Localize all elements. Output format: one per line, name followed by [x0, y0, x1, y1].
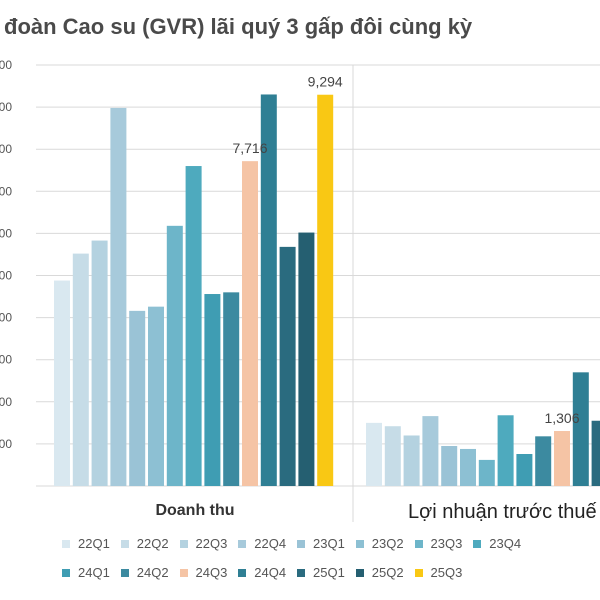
y-tick-label: 000 [0, 395, 12, 409]
legend-item-22q4: 22Q4 [238, 536, 297, 551]
y-tick-label: 000 [0, 353, 12, 367]
bar-doanh-thu-22q1 [54, 280, 70, 486]
bars [54, 94, 600, 487]
bar-loi-nhuan-24q1 [516, 454, 533, 486]
bar-doanh-thu-23q2 [148, 306, 164, 486]
y-tick-label: 000 [0, 311, 12, 325]
bar-loi-nhuan-23q2 [460, 448, 476, 486]
legend-item-22q3: 22Q3 [179, 536, 239, 551]
bar-loi-nhuan-24q2 [535, 436, 552, 486]
legend-label: 24Q2 [136, 565, 169, 580]
legend-swatch [297, 568, 305, 577]
data-label-24q3: 1,306 [544, 410, 579, 426]
y-tick-label: 000 [0, 269, 12, 283]
data-label-25q3: 9,294 [308, 74, 343, 90]
y-axis-ticks: 000 000 000 000 000 000 000 000 000 000 [0, 58, 12, 451]
bar-doanh-thu-25q2 [298, 232, 315, 486]
legend-item-25q2: 25Q2 [355, 565, 415, 580]
bar-doanh-thu-25q1 [279, 246, 296, 486]
legend-label: 24Q4 [254, 565, 287, 580]
legend-item-24q1: 24Q1 [62, 565, 121, 580]
legend-label: 24Q3 [195, 565, 228, 580]
bar-doanh-thu-22q2 [72, 253, 89, 486]
legend-swatch [355, 539, 364, 548]
bar-doanh-thu-22q3 [91, 240, 108, 486]
bar-doanh-thu-23q4 [185, 166, 202, 487]
legend-item-24q2: 24Q2 [120, 565, 180, 580]
legend-item-23q2: 23Q2 [355, 536, 415, 551]
bar-loi-nhuan-23q4 [497, 415, 514, 486]
y-tick-label: 000 [0, 226, 12, 240]
data-labels: 7,716 9,294 1,306 [232, 74, 579, 426]
bar-doanh-thu-22q4 [110, 107, 127, 486]
legend-swatch [414, 568, 423, 577]
legend-label: 22Q1 [78, 536, 110, 551]
legend-item-23q4: 23Q4 [473, 536, 532, 551]
bar-doanh-thu-24q2 [223, 292, 240, 486]
y-tick-label: 000 [0, 142, 12, 156]
legend-label: 22Q2 [136, 536, 169, 551]
legend-label: 24Q1 [78, 565, 110, 580]
legend-swatch [473, 539, 482, 548]
legend-item-22q1: 22Q1 [62, 536, 121, 551]
legend-label: 25Q1 [313, 565, 345, 580]
legend-label: 22Q3 [195, 536, 228, 551]
legend-label: 23Q2 [371, 536, 404, 551]
legend-label: 25Q3 [430, 565, 463, 580]
legend-item-24q3: 24Q3 [179, 565, 239, 580]
group-label-doanh-thu: Doanh thu [155, 502, 234, 519]
bar-loi-nhuan-23q3 [478, 459, 495, 486]
legend-swatch [414, 539, 423, 548]
legend-swatch [179, 568, 188, 577]
legend-item-25q3: 25Q3 [414, 565, 474, 580]
legend-item-23q1: 23Q1 [297, 536, 356, 551]
bar-loi-nhuan-24q4 [572, 372, 589, 486]
y-tick-label: 000 [0, 58, 12, 72]
bar-loi-nhuan-24q3 [554, 431, 570, 486]
chart-title: đoàn Cao su (GVR) lãi quý 3 gấp đôi cùng… [4, 14, 473, 39]
legend-swatch [62, 568, 70, 577]
y-tick-label: 000 [0, 437, 12, 451]
y-tick-label: 000 [0, 100, 12, 114]
bar-loi-nhuan-22q2 [384, 426, 401, 486]
bar-loi-nhuan-22q1 [366, 422, 382, 486]
bar-doanh-thu-24q4 [260, 94, 277, 486]
legend-label: 25Q2 [371, 565, 404, 580]
bar-loi-nhuan-25q1 [591, 420, 600, 486]
bar-loi-nhuan-22q3 [403, 435, 420, 486]
legend-item-23q3: 23Q3 [414, 536, 474, 551]
legend-swatch [179, 539, 188, 548]
legend-swatch [62, 539, 70, 548]
legend-item-25q1: 25Q1 [297, 565, 356, 580]
bar-doanh-thu-23q1 [129, 310, 146, 486]
legend-swatch [238, 568, 247, 577]
bar-loi-nhuan-23q1 [441, 446, 458, 486]
legend-label: 23Q1 [313, 536, 345, 551]
legend-label: 22Q4 [254, 536, 287, 551]
legend-swatch [120, 539, 129, 548]
bar-doanh-thu-23q3 [166, 225, 183, 486]
legend-label: 23Q4 [489, 536, 522, 551]
group-label-loi-nhuan: Lợi nhuận trước thuế [408, 501, 597, 523]
data-label-24q3: 7,716 [232, 140, 267, 156]
legend-swatch [355, 568, 364, 577]
legend-item-22q2: 22Q2 [120, 536, 180, 551]
legend: 22Q1 22Q2 22Q3 22Q4 23Q1 23Q2 23Q3 23Q4 24Q1 24Q2… [62, 536, 532, 580]
y-tick-label: 000 [0, 184, 12, 198]
legend-label: 23Q3 [430, 536, 463, 551]
legend-swatch [120, 568, 129, 577]
bar-doanh-thu-24q1 [204, 294, 221, 486]
legend-swatch [297, 539, 305, 548]
legend-swatch [238, 539, 247, 548]
legend-item-24q4: 24Q4 [238, 565, 297, 580]
bar-loi-nhuan-22q4 [422, 416, 439, 486]
bar-doanh-thu-24q3 [242, 161, 258, 486]
bar-doanh-thu-25q3 [317, 94, 334, 487]
